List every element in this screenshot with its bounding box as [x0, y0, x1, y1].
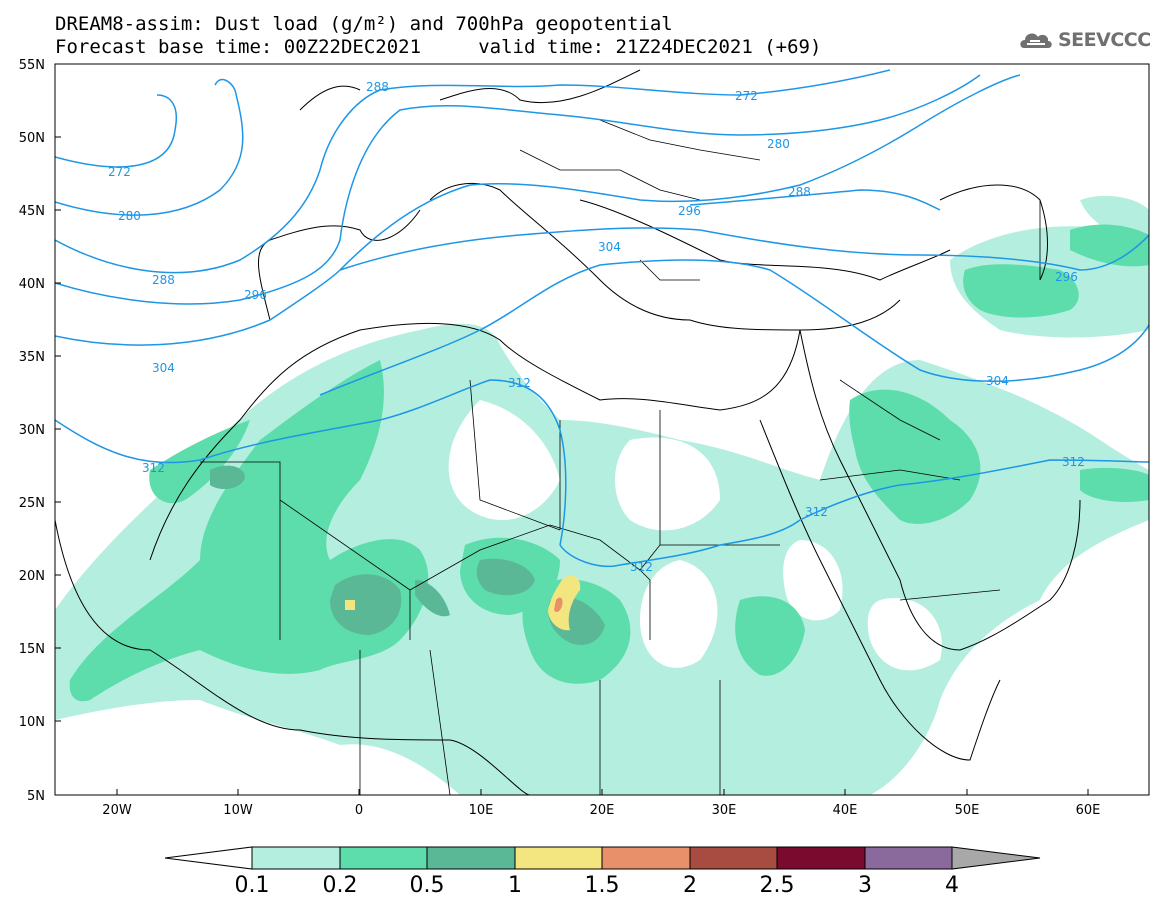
lat-label: 15N [19, 642, 45, 657]
lon-label: 10E [469, 803, 494, 818]
lat-label: 55N [19, 58, 45, 73]
contour-label: 288 [366, 80, 389, 94]
colorbar-label: 0.1 [235, 873, 270, 898]
contour-label: 296 [244, 288, 267, 302]
lat-label: 20N [19, 569, 45, 584]
colorbar-label: 4 [945, 873, 959, 898]
dust-1-1.5 [345, 575, 581, 631]
geopotential-contours [55, 69, 1149, 567]
lat-label: 25N [19, 496, 45, 511]
contour-label: 296 [1055, 270, 1078, 284]
contour-label: 272 [735, 89, 758, 103]
contour-label: 304 [152, 361, 175, 375]
lat-labels: 55N 50N 45N 40N 35N 30N 25N 20N 15N 10N … [19, 58, 45, 804]
chart-title-line2: Forecast base time: 00Z22DEC2021 valid t… [55, 36, 822, 58]
colorbar-label: 0.5 [410, 873, 445, 898]
contour-label: 288 [788, 185, 811, 199]
colorbar-label: 2 [683, 873, 697, 898]
seevccc-logo: SEEVCCC [1018, 27, 1151, 53]
lon-label: 20E [590, 803, 615, 818]
contour-label: 312 [508, 376, 531, 390]
dust-shading [55, 195, 1149, 795]
lat-label: 10N [19, 715, 45, 730]
lat-label: 50N [19, 131, 45, 146]
colorbar-swatch [339, 846, 428, 870]
colorbar-swatch [514, 846, 603, 870]
colorbar-label: 1 [508, 873, 522, 898]
contour-label: 280 [767, 137, 790, 151]
colorbar-swatch [864, 846, 953, 870]
lat-label: 35N [19, 350, 45, 365]
colorbar-swatch [689, 846, 778, 870]
colorbar-label: 3 [858, 873, 872, 898]
coastlines [55, 69, 1081, 795]
lon-label: 30E [712, 803, 737, 818]
clear-areas [200, 400, 942, 671]
colorbar-low-arrow [164, 846, 253, 870]
contour-label: 296 [678, 204, 701, 218]
lon-labels: 20W 10W 0 10E 20E 30E 40E 50E 60E [102, 803, 1100, 818]
contour-label: 312 [1062, 455, 1085, 469]
lat-label: 45N [19, 204, 45, 219]
lon-label: 0 [355, 803, 363, 818]
contour-label: 304 [598, 240, 621, 254]
contour-label: 288 [152, 273, 175, 287]
colorbar-label: 0.2 [323, 873, 358, 898]
lon-label: 50E [955, 803, 980, 818]
dust-1.5-2 [554, 597, 563, 613]
lat-ticks [55, 63, 61, 722]
lon-label: 60E [1076, 803, 1101, 818]
colorbar-swatch [601, 846, 691, 870]
contour-label: 312 [142, 461, 165, 475]
colorbar-label: 1.5 [585, 873, 620, 898]
contour-label: 280 [118, 209, 141, 223]
contour-label: 312 [630, 560, 653, 574]
cloud-icon [1020, 33, 1052, 48]
lon-label: 40E [833, 803, 858, 818]
lat-label: 40N [19, 277, 45, 292]
contour-labels: 272 280 288 296 304 312 288 272 280 288 … [108, 80, 1085, 574]
lat-label: 5N [27, 789, 45, 804]
colorbar-swatch [251, 846, 341, 870]
lon-ticks [116, 789, 1089, 795]
lon-label: 20W [102, 803, 132, 818]
colorbar: 0.1 0.2 0.5 1 1.5 2 2.5 3 4 [164, 846, 1041, 898]
colorbar-high-arrow [951, 846, 1041, 870]
contour-label: 304 [986, 374, 1009, 388]
dust-0.5-1 [210, 465, 605, 645]
country-borders [200, 119, 1041, 795]
logo-text: SEEVCCC [1058, 29, 1151, 51]
colorbar-swatch [426, 846, 516, 870]
chart-title-line1: DREAM8-assim: Dust load (g/m²) and 700hP… [55, 13, 673, 35]
contour-label: 312 [805, 505, 828, 519]
colorbar-swatch [776, 846, 866, 870]
lat-label: 30N [19, 423, 45, 438]
colorbar-label: 2.5 [760, 873, 795, 898]
contour-label: 272 [108, 165, 131, 179]
lon-label: 10W [223, 803, 253, 818]
